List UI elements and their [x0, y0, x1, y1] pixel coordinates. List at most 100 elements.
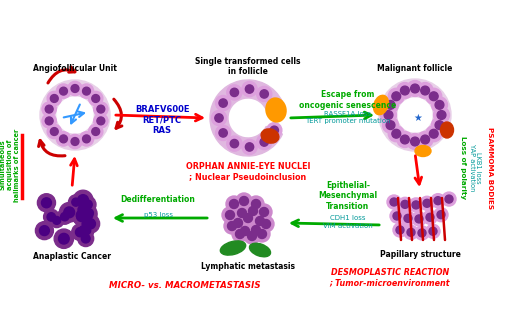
Circle shape	[49, 213, 64, 228]
Circle shape	[429, 227, 437, 235]
Circle shape	[267, 123, 282, 138]
Text: Simultaneous
acquisition of
hallmarks of cancer: Simultaneous acquisition of hallmarks of…	[0, 129, 20, 202]
Circle shape	[54, 229, 74, 249]
Circle shape	[97, 117, 105, 125]
Circle shape	[61, 213, 69, 221]
Circle shape	[401, 135, 409, 144]
Circle shape	[393, 212, 401, 220]
Circle shape	[38, 194, 56, 212]
Circle shape	[445, 195, 453, 203]
Circle shape	[381, 107, 397, 123]
Circle shape	[426, 88, 442, 104]
Circle shape	[409, 198, 423, 212]
Circle shape	[396, 226, 404, 234]
Circle shape	[249, 207, 258, 215]
Circle shape	[242, 82, 257, 97]
Circle shape	[251, 199, 261, 209]
Circle shape	[50, 128, 58, 135]
Circle shape	[390, 198, 398, 206]
Circle shape	[260, 208, 268, 216]
Circle shape	[222, 207, 238, 223]
Circle shape	[72, 206, 91, 225]
Circle shape	[398, 198, 412, 211]
Circle shape	[431, 194, 445, 208]
Circle shape	[254, 226, 270, 242]
Circle shape	[78, 215, 95, 232]
Circle shape	[233, 219, 243, 227]
Circle shape	[79, 132, 94, 146]
Circle shape	[386, 121, 395, 129]
Circle shape	[89, 91, 103, 106]
Circle shape	[256, 135, 272, 150]
Circle shape	[426, 213, 434, 221]
Circle shape	[437, 211, 445, 219]
Circle shape	[235, 230, 245, 238]
Circle shape	[219, 129, 227, 137]
Ellipse shape	[220, 241, 246, 255]
Circle shape	[240, 210, 256, 226]
Circle shape	[228, 221, 236, 231]
Circle shape	[397, 83, 413, 99]
Circle shape	[245, 143, 254, 151]
Circle shape	[36, 222, 54, 240]
Circle shape	[47, 91, 61, 106]
Text: LKB1 loss
YAP activation: LKB1 loss YAP activation	[469, 144, 482, 192]
Circle shape	[71, 84, 79, 92]
Circle shape	[56, 84, 71, 98]
Circle shape	[44, 209, 59, 225]
Circle shape	[398, 98, 432, 132]
Circle shape	[421, 86, 430, 95]
Circle shape	[430, 92, 438, 101]
Circle shape	[85, 219, 95, 229]
Text: RASSF1A loss
TERT promoter mutation: RASSF1A loss TERT promoter mutation	[305, 112, 391, 124]
Circle shape	[401, 86, 409, 95]
Circle shape	[388, 88, 404, 104]
Circle shape	[245, 85, 254, 93]
Circle shape	[59, 203, 79, 222]
Circle shape	[407, 81, 423, 96]
Circle shape	[68, 195, 83, 209]
Circle shape	[392, 129, 401, 138]
Circle shape	[417, 131, 433, 147]
Circle shape	[410, 84, 419, 93]
Circle shape	[415, 215, 423, 223]
Circle shape	[435, 100, 444, 109]
Circle shape	[417, 83, 433, 99]
Text: Dedifferentiation: Dedifferentiation	[121, 196, 195, 204]
Circle shape	[78, 198, 87, 206]
Circle shape	[224, 218, 240, 234]
Circle shape	[245, 203, 261, 219]
Circle shape	[432, 117, 448, 133]
Circle shape	[251, 226, 261, 234]
Circle shape	[388, 126, 404, 142]
Circle shape	[40, 80, 110, 150]
Ellipse shape	[261, 129, 279, 143]
Circle shape	[82, 210, 93, 220]
Circle shape	[42, 102, 56, 116]
Text: PSAMMOMA BODIES: PSAMMOMA BODIES	[487, 127, 493, 209]
Circle shape	[56, 132, 71, 146]
Text: Angiofollicular Unit: Angiofollicular Unit	[33, 64, 117, 73]
Circle shape	[227, 85, 242, 100]
Circle shape	[434, 197, 442, 205]
Circle shape	[397, 131, 413, 147]
Ellipse shape	[249, 243, 270, 257]
Circle shape	[75, 222, 92, 239]
Circle shape	[420, 196, 434, 210]
Circle shape	[219, 99, 227, 107]
Circle shape	[230, 88, 238, 97]
Circle shape	[81, 234, 90, 243]
Circle shape	[421, 135, 430, 144]
Circle shape	[236, 193, 252, 209]
Circle shape	[212, 111, 227, 126]
Circle shape	[404, 214, 412, 222]
Circle shape	[248, 232, 256, 240]
Circle shape	[75, 195, 90, 210]
Circle shape	[47, 213, 56, 221]
Text: p53 loss: p53 loss	[144, 212, 173, 218]
Circle shape	[78, 206, 97, 225]
Circle shape	[50, 94, 58, 102]
Circle shape	[77, 212, 86, 221]
Circle shape	[383, 117, 399, 133]
Circle shape	[384, 111, 393, 119]
